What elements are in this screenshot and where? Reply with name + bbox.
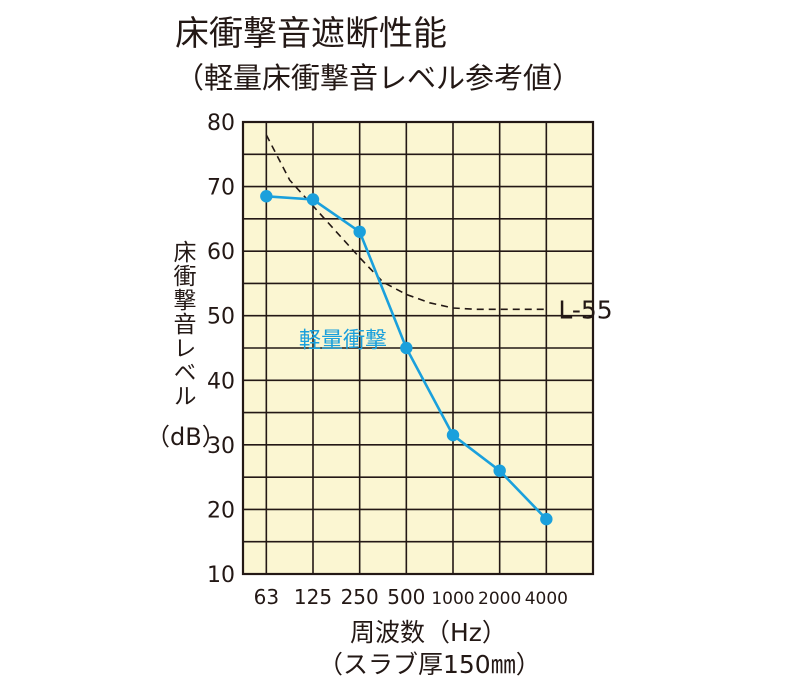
x-tick-label: 125 — [294, 585, 332, 609]
grid-lines — [243, 122, 593, 574]
y-tick-label: 60 — [207, 240, 235, 265]
data-point — [446, 428, 460, 442]
x-axis-label: 周波数（Hz） — [350, 618, 507, 647]
data-point — [493, 464, 506, 477]
series-label-light-impact: 軽量衝撃 — [299, 328, 387, 353]
x-tick-label: 63 — [254, 585, 279, 609]
data-point — [353, 225, 366, 238]
reference-curve-l55 — [265, 134, 547, 311]
y-tick-label: 40 — [207, 369, 235, 394]
plot-frame — [241, 120, 595, 576]
data-point — [400, 341, 413, 355]
x-tick-label: 4000 — [525, 589, 568, 609]
y-tick-label: 20 — [207, 498, 235, 523]
tick-labels: 80 70 60 50 40 30 20 10 63 125 250 500 1000 2000 4000 — [207, 111, 568, 609]
chart-subtitle: （軽量床衝撃音レベル参考値） — [175, 61, 582, 95]
data-point — [306, 193, 320, 206]
y-axis-label: 床衝撃音レベル — [169, 240, 195, 408]
x-axis-sublabel: （スラブ厚150㎜） — [318, 650, 541, 679]
x-tick-label: 2000 — [478, 589, 521, 609]
y-tick-label: 80 — [207, 111, 235, 136]
y-tick-label: 30 — [207, 434, 235, 459]
series-label-l55: L-55 — [558, 295, 612, 324]
y-axis-unit: （dB） — [146, 423, 226, 451]
x-tick-label: 500 — [387, 585, 425, 609]
x-tick-label: 1000 — [431, 589, 474, 609]
series-layer: L-55 軽量衝撃 — [260, 134, 613, 526]
data-point — [540, 512, 553, 526]
chart-title: 床衝撃音遮断性能 — [175, 14, 447, 54]
y-tick-label: 70 — [207, 176, 235, 201]
y-tick-label: 10 — [207, 563, 235, 588]
data-point — [260, 190, 273, 203]
y-tick-label: 50 — [207, 305, 235, 330]
x-tick-label: 250 — [341, 585, 379, 609]
